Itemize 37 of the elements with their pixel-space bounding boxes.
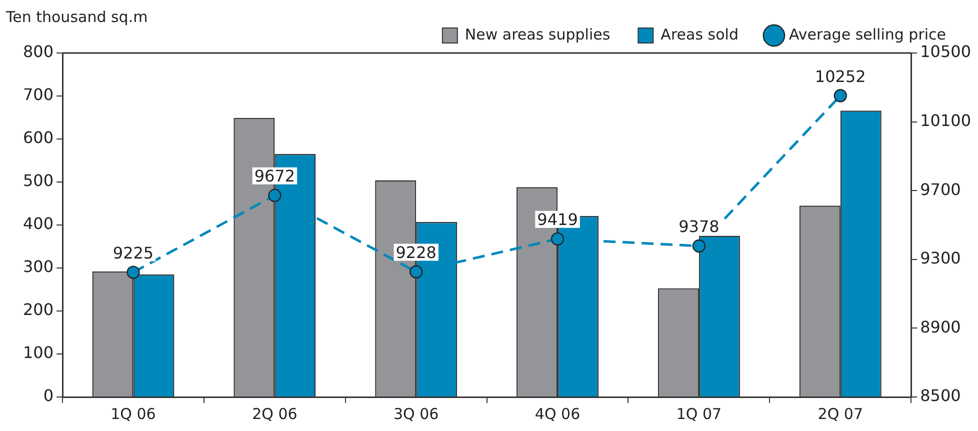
y-tick-label: 500 <box>22 171 54 190</box>
point <box>550 232 564 246</box>
x-tick-label: 2Q 07 <box>818 404 863 423</box>
legend-label: Average selling price <box>788 25 946 44</box>
point <box>126 266 140 279</box>
legend-label: New areas supplies <box>464 25 610 44</box>
data-label: 9228 <box>396 242 436 262</box>
y-tick-label: 400 <box>22 214 54 234</box>
y-tick-label: 0 <box>43 386 54 406</box>
y2-tick-label: 8500 <box>920 386 961 406</box>
x-tick-label: 1Q 07 <box>676 404 722 423</box>
y2-tick-label: 10500 <box>920 42 972 62</box>
y-tick-label: 200 <box>22 300 54 320</box>
y-tick-label: 300 <box>22 257 54 276</box>
y2-tick-label: 8900 <box>920 317 961 336</box>
data-label: 9672 <box>254 166 296 186</box>
data-label: 9378 <box>678 217 720 236</box>
y-tick-label: 600 <box>22 128 54 148</box>
data-label: 9419 <box>537 210 578 230</box>
x-tick-label: 3Q 06 <box>393 404 439 423</box>
x-tick-label: 1Q 06 <box>110 404 156 423</box>
y-axis-title: Ten thousand sq.m <box>5 8 148 26</box>
point <box>834 89 847 102</box>
x-tick-label: 4Q 06 <box>534 404 580 423</box>
point <box>268 188 282 202</box>
y2-tick-label: 10100 <box>920 110 972 130</box>
point <box>410 265 423 278</box>
x-tick-label: 2Q 06 <box>252 404 298 423</box>
data-label: 9225 <box>112 243 154 262</box>
point <box>692 239 706 253</box>
data-label: 10252 <box>814 66 866 86</box>
y2-tick-label: 9700 <box>920 180 961 199</box>
y-tick-label: 100 <box>22 343 54 362</box>
legend-label: Areas sold <box>660 25 738 44</box>
y-tick-label: 700 <box>22 85 54 104</box>
y2-tick-label: 9300 <box>920 248 961 268</box>
y-tick-label: 800 <box>22 42 54 62</box>
